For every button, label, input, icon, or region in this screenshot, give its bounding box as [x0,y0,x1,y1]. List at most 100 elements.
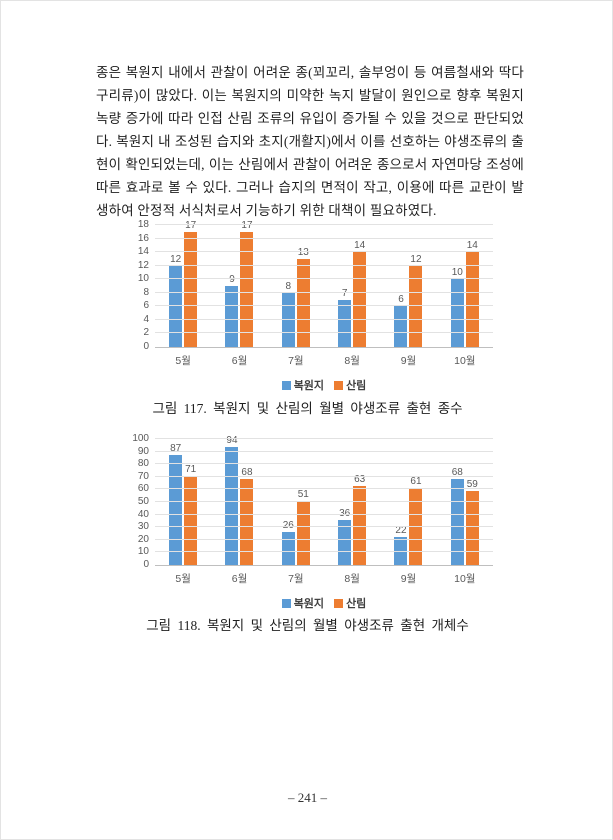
legend-swatch-icon [334,598,344,608]
legend-swatch-icon [334,380,344,390]
gridline [155,251,493,253]
bar-group-7월: 8 13 [268,225,324,347]
gridline [155,332,493,334]
bar-value-label: 51 [297,488,309,500]
bar-value-label: 12 [410,253,422,265]
y-tick-label: 80 [137,458,149,470]
gridline [155,538,493,540]
y-tick-label: 90 [137,445,149,457]
legend-item-forest: 산림 [334,595,366,611]
gridline [155,488,493,490]
y-tick-label: 4 [143,313,149,325]
bar-value-label: 7 [341,287,348,299]
legend: 복원지 산림 [155,595,493,611]
legend-item-restoration-site: 복원지 [281,377,325,393]
y-tick-label: 40 [137,508,149,520]
gridline [155,278,493,280]
bar-restoration-site-8월: 7 [338,288,352,347]
bar-group-5월: 12 17 [155,220,211,347]
gridline [155,475,493,477]
bar-groups: 12 17 9 17 8 13 7 14 6 12 10 14 [155,220,493,347]
bar-value-label: 71 [185,463,197,475]
y-tick-label: 16 [137,232,149,244]
bar-group-6월: 94 68 [211,435,267,565]
x-tick-label: 8월 [344,355,360,367]
bar-value-label: 94 [226,434,238,446]
x-tick-label: 6월 [231,573,248,585]
gridline [155,526,493,528]
chart-plot-row: 0 2 4 6 8 10 12 14 16 18 12 17 9 17 8 13 7 14 6 12 10 14 [127,220,493,352]
bar-restoration-site-9월: 22 [394,525,408,565]
x-tick-label: 9월 [400,573,417,585]
legend-swatch-icon [281,380,291,390]
y-axis: 0 2 4 6 8 10 12 14 16 18 [127,220,155,352]
y-tick-label: 70 [137,470,149,482]
legend-label: 복원지 [293,598,325,610]
bar-groups: 877194682651366322616859 [155,435,493,565]
legend-label: 산림 [346,598,367,610]
y-tick-label: 100 [132,433,149,444]
bar-value-label: 6 [398,294,404,306]
gridline [155,551,493,553]
x-tick-label: 5월 [175,573,191,585]
x-axis: 5월 6월 7월 8월 9월 10월 [155,353,493,368]
bar-value-label: 68 [241,467,253,479]
x-tick-label: 6월 [231,355,248,367]
bar-value-label: 36 [339,508,350,519]
bar-forest-10월: 59 [465,479,479,565]
bar-group-10월: 68 59 [437,439,493,565]
bar-group-9월: 22 61 [380,439,436,565]
legend-label: 복원지 [293,380,325,392]
bar-group-6월: 9 17 [211,220,267,347]
bar-restoration-site-6월: 9 [225,274,239,347]
bar-value-label: 9 [229,274,235,285]
bar-value-label: 12 [170,253,182,265]
y-tick-label: 12 [137,259,149,271]
gridline [155,501,493,502]
y-tick-label: 30 [137,521,149,533]
gridline [155,291,493,293]
bar-value-label: 61 [410,476,422,488]
x-tick-label: 10월 [454,573,476,585]
bar-value-label: 8 [285,280,292,292]
gridline [155,264,493,266]
bar-forest-6월: 17 [240,220,254,347]
bar-restoration-site-7월: 8 [281,281,295,347]
bar-value-label: 22 [395,525,407,537]
bar-group-8월: 36 63 [324,439,380,565]
bar-restoration-site-7월: 26 [281,520,295,565]
bar-value-label: 14 [354,240,366,252]
legend-label: 산림 [346,380,367,392]
y-tick-label: 18 [137,219,149,230]
x-tick-label: 10월 [454,355,476,367]
gridline [155,318,493,320]
gridline [155,450,493,452]
legend: 복원지 산림 [155,377,493,393]
bar-value-label: 10 [451,267,463,279]
bar-forest-8월: 14 [353,240,367,347]
bar-value-label: 68 [451,467,463,479]
bar-value-label: 87 [170,443,182,455]
bar-group-8월: 7 14 [324,225,380,347]
y-tick-label: 50 [137,496,149,507]
figure-118-caption: 그림 118. 복원지 및 산림의 월별 야생조류 출현 개체수 [146,618,469,633]
y-tick-label: 20 [137,533,149,545]
plot-area: 877194682651366322616859 [155,435,493,566]
bar-forest-7월: 13 [296,247,310,347]
y-tick-label: 60 [137,483,149,495]
x-tick-label: 9월 [400,355,417,367]
bar-restoration-site-10월: 68 [450,467,464,565]
figure-117-caption: 그림 117. 복원지 및 산림의 월별 야생조류 출현 종수 [152,401,463,416]
bar-value-label: 13 [297,246,309,258]
body-paragraph: 종은 복원지 내에서 관찰이 어려운 종(꾀꼬리, 솔부엉이 등 여름철새와 딱… [96,64,524,218]
x-axis: 5월 6월 7월 8월 9월 10월 [155,571,493,586]
gridline [155,305,493,307]
legend-item-restoration-site: 복원지 [281,595,325,611]
bar-restoration-site-8월: 36 [338,508,352,565]
y-tick-label: 8 [143,286,149,298]
bar-value-label: 59 [466,478,478,490]
figure-117-chart: 0 2 4 6 8 10 12 14 16 18 12 17 9 17 8 13 7 14 6 12 10 14 5월 6… [127,220,493,393]
bar-forest-8월: 63 [353,474,367,565]
